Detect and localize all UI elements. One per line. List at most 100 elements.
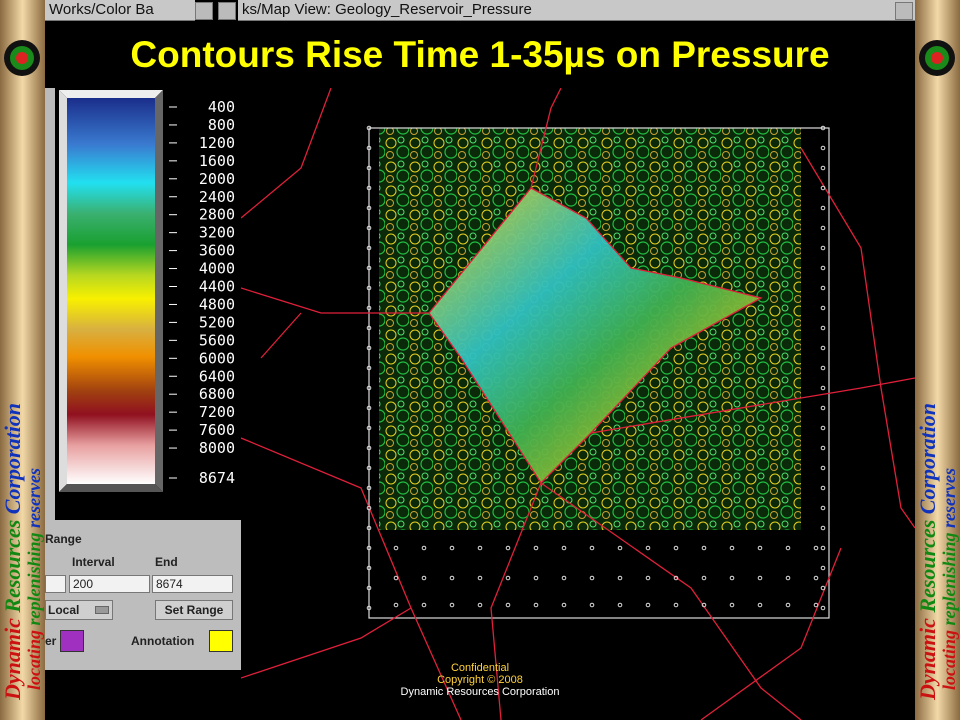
grid-markers	[366, 125, 826, 611]
marker	[561, 575, 567, 581]
left-banner: Dynamic Resources Corporation locating r…	[0, 0, 45, 720]
marker	[449, 575, 455, 581]
marker	[729, 575, 735, 581]
color-bar-label: 1600	[199, 152, 235, 170]
map-window-title[interactable]: ks/Map View: Geology_Reservoir_Pressure	[238, 0, 915, 21]
marker	[820, 485, 826, 491]
marker	[533, 602, 539, 608]
slide-title: Contours Rise Time 1-35µs on Pressure	[130, 34, 830, 75]
marker	[366, 285, 372, 291]
window-menu-button[interactable]	[195, 2, 213, 20]
company-name: Dynamic Resources Corporation	[915, 403, 940, 701]
logo	[919, 40, 955, 76]
marker	[366, 325, 372, 331]
marker	[820, 205, 826, 211]
marker	[820, 345, 826, 351]
marker	[820, 125, 826, 131]
marker	[393, 575, 399, 581]
marker	[820, 465, 826, 471]
field-label: End	[155, 555, 178, 569]
tagline: locating replenishing reserves	[939, 468, 959, 690]
tagline-word: replenishing	[24, 532, 44, 625]
tagline-word: locating	[939, 630, 959, 690]
dropdown-text: Local	[48, 603, 80, 617]
marker	[757, 545, 763, 551]
panel-edge	[45, 88, 55, 520]
marker	[820, 225, 826, 231]
field-label: Interval	[72, 555, 115, 569]
marker	[366, 345, 372, 351]
bevel	[59, 90, 163, 98]
marker	[645, 575, 651, 581]
marker	[813, 545, 819, 551]
marker	[701, 545, 707, 551]
marker	[820, 145, 826, 151]
marker	[820, 165, 826, 171]
marker	[820, 305, 826, 311]
marker	[366, 585, 372, 591]
color-bar-label: 2800	[199, 206, 235, 224]
marker	[366, 525, 372, 531]
color-bar-label: 5200	[199, 313, 235, 331]
tagline-word: reserves	[939, 468, 959, 528]
color-bar-label: 3600	[199, 242, 235, 260]
marker	[785, 545, 791, 551]
color-bar-label: 800	[208, 116, 235, 134]
marker	[561, 545, 567, 551]
color-bar-label: 400	[208, 98, 235, 116]
marker	[820, 585, 826, 591]
color-swatch[interactable]	[60, 630, 84, 652]
marker	[366, 145, 372, 151]
marker	[366, 305, 372, 311]
marker	[366, 245, 372, 251]
marker	[729, 545, 735, 551]
marker	[617, 545, 623, 551]
color-bar-label: 2000	[199, 170, 235, 188]
set-range-button[interactable]: Set Range	[155, 600, 233, 620]
marker	[820, 365, 826, 371]
marker	[645, 545, 651, 551]
color-bar-label: 8000	[199, 439, 235, 457]
color-bar-window-title[interactable]: Works/Color Ba	[45, 0, 195, 21]
marker	[820, 425, 826, 431]
logo	[4, 40, 40, 76]
color-label: Annotation	[131, 634, 195, 648]
marker	[820, 245, 826, 251]
marker	[505, 545, 511, 551]
marker	[701, 575, 707, 581]
tagline-word: locating	[24, 630, 44, 690]
window-title-text: Works/Color Ba	[49, 1, 154, 18]
footer-line: Copyright © 2008	[437, 674, 523, 686]
marker	[366, 385, 372, 391]
marker	[393, 545, 399, 551]
marker	[820, 385, 826, 391]
color-bar-label: 6400	[199, 367, 235, 385]
marker	[645, 602, 651, 608]
marker	[813, 575, 819, 581]
marker	[820, 265, 826, 271]
footer-line: Confidential	[450, 662, 510, 674]
window-title-text: ks/Map View: Geology_Reservoir_Pressure	[242, 1, 532, 18]
spacer	[45, 553, 55, 554]
interval-field[interactable]: 200	[69, 575, 150, 593]
window-button[interactable]	[895, 2, 913, 20]
window-button[interactable]	[218, 2, 236, 20]
marker	[505, 575, 511, 581]
start-field[interactable]	[45, 575, 66, 593]
company-word: Corporation	[0, 403, 25, 514]
marker	[366, 425, 372, 431]
marker	[729, 602, 735, 608]
tagline: locating replenishing reserves	[24, 468, 44, 690]
marker	[673, 575, 679, 581]
color-swatch[interactable]	[209, 630, 233, 652]
tagline-word: reserves	[24, 468, 44, 528]
marker	[673, 602, 679, 608]
end-field[interactable]: 8674	[152, 575, 233, 593]
marker	[617, 602, 623, 608]
marker	[366, 165, 372, 171]
range-panel: Range Interval End 200 8674 Local Set Ra…	[45, 520, 241, 670]
marker	[820, 545, 826, 551]
mode-dropdown[interactable]: Local	[45, 600, 113, 620]
marker	[366, 265, 372, 271]
